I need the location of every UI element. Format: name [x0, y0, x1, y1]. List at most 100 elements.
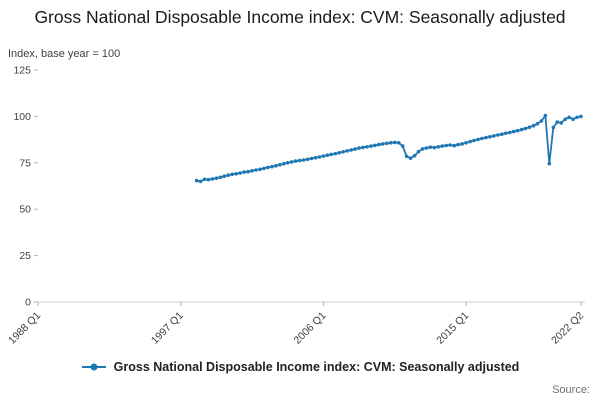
legend-item[interactable]: Gross National Disposable Income index: …: [0, 360, 600, 374]
data-point: [230, 172, 234, 177]
data-point: [503, 131, 508, 136]
chart-title: Gross National Disposable Income index: …: [34, 7, 566, 27]
data-point: [254, 168, 258, 172]
data-point: [206, 177, 211, 182]
data-point: [392, 140, 397, 145]
data-point: [412, 153, 417, 158]
data-point: [496, 133, 500, 137]
data-point: [432, 145, 437, 150]
data-point: [385, 141, 389, 146]
data-point: [571, 117, 575, 121]
data-point: [523, 126, 528, 131]
data-point: [278, 163, 282, 167]
data-point: [416, 149, 421, 154]
data-point: [531, 123, 536, 128]
y-tick-label: 25: [19, 250, 31, 262]
data-point: [527, 125, 532, 129]
x-tick-label: 2006 Q1: [292, 310, 329, 347]
data-point: [377, 142, 381, 147]
data-point: [289, 160, 294, 164]
series-line: [196, 114, 582, 183]
data-point: [555, 120, 560, 124]
data-point: [400, 144, 405, 148]
data-point: [321, 154, 326, 158]
data-point: [345, 149, 350, 153]
data-point: [361, 145, 365, 150]
data-point: [325, 153, 330, 157]
data-point: [242, 170, 246, 174]
x-tick-label: 2022 Q2: [549, 310, 586, 347]
data-point: [246, 169, 250, 174]
data-point: [500, 132, 504, 136]
y-tick-label: 125: [13, 65, 31, 77]
data-point: [396, 141, 401, 145]
data-point: [250, 169, 254, 173]
data-point: [559, 121, 563, 125]
y-tick-label: 75: [19, 157, 31, 169]
data-point: [282, 161, 286, 166]
data-point: [266, 165, 270, 170]
data-point: [194, 178, 199, 183]
data-point: [301, 158, 306, 162]
data-point: [428, 145, 433, 149]
data-point: [309, 156, 314, 161]
data-point: [452, 143, 457, 148]
data-point: [448, 143, 453, 147]
data-point: [460, 142, 464, 146]
source-label: Source:: [552, 384, 590, 396]
data-point: [329, 152, 334, 157]
data-point: [444, 143, 449, 148]
data-point: [258, 167, 262, 172]
data-point: [226, 173, 231, 177]
data-point: [456, 142, 461, 147]
y-axis-ticks: 0 25 50 75 100 125: [13, 65, 38, 309]
data-point: [369, 144, 373, 148]
x-axis-ticks: 1988 Q1 1997 Q1 2006 Q1 2015 Q1 2022 Q2: [6, 302, 586, 347]
data-point: [341, 150, 346, 154]
line-chart: 0 25 50 75 100 125 1988 Q1 1997 Q1 2006 Q1 2015 Q…: [6, 65, 586, 347]
data-point: [484, 135, 488, 140]
data-point: [476, 137, 480, 142]
data-point: [337, 151, 342, 155]
data-point: [349, 148, 353, 152]
x-tick-label: 2015 Q1: [434, 310, 471, 347]
data-point: [238, 171, 242, 175]
data-point: [234, 172, 238, 176]
data-point: [507, 130, 512, 135]
data-point: [424, 146, 429, 150]
data-point: [408, 156, 413, 160]
data-point: [262, 166, 266, 171]
data-point: [547, 161, 552, 166]
data-point: [285, 161, 290, 165]
data-point: [373, 143, 377, 148]
data-point: [214, 176, 219, 180]
data-point: [511, 129, 516, 134]
data-point: [436, 145, 441, 149]
data-point: [198, 179, 203, 184]
y-tick-label: 50: [19, 204, 31, 216]
data-point: [293, 159, 298, 163]
data-point: [305, 157, 310, 162]
data-point: [492, 134, 496, 138]
data-point: [567, 115, 571, 120]
data-point: [575, 115, 579, 120]
data-point: [519, 127, 524, 132]
data-point: [218, 175, 223, 180]
data-point: [464, 141, 468, 145]
data-point: [543, 113, 548, 118]
data-point: [317, 155, 322, 159]
data-point: [468, 139, 472, 144]
data-point: [270, 164, 274, 169]
y-tick-label: 100: [13, 111, 31, 123]
data-point: [420, 147, 425, 151]
x-tick-label: 1997 Q1: [149, 310, 186, 347]
legend-marker-icon: [81, 363, 106, 371]
data-point: [313, 156, 318, 160]
data-point: [381, 142, 385, 146]
data-point: [472, 138, 476, 143]
data-point: [440, 144, 445, 148]
data-point: [274, 164, 278, 168]
series-markers: [194, 113, 583, 184]
data-point: [515, 128, 520, 133]
